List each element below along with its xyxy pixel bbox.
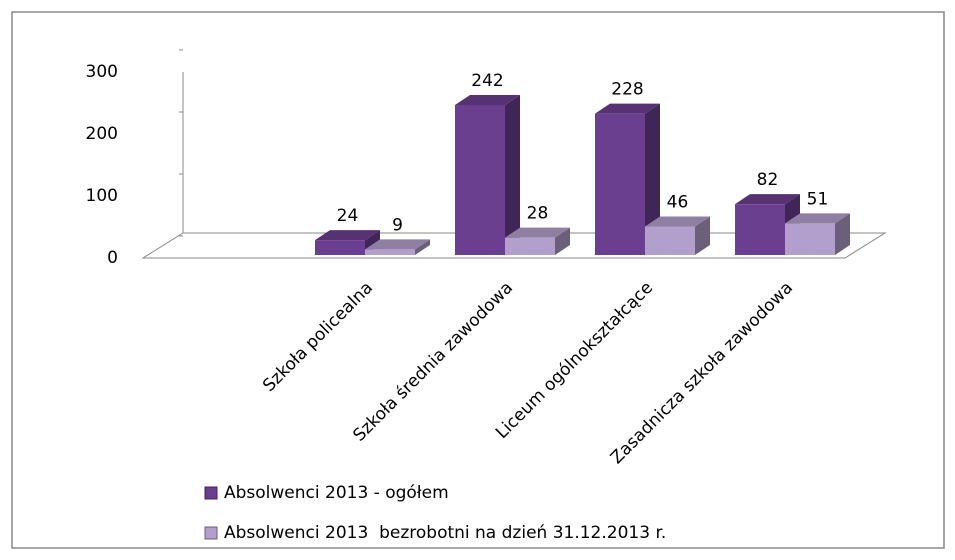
- bar: [505, 227, 570, 255]
- bar-side: [835, 213, 850, 255]
- y-tick-label: 0: [107, 248, 118, 268]
- bar-front: [455, 104, 505, 256]
- bar-front: [595, 113, 645, 255]
- value-label: 242: [471, 71, 503, 91]
- value-label: 28: [527, 204, 549, 224]
- bar-top: [785, 213, 850, 224]
- bar-front: [505, 237, 555, 255]
- bar-top: [735, 194, 800, 205]
- bar-side: [505, 94, 520, 256]
- bar: [735, 194, 800, 255]
- bar: [365, 239, 430, 255]
- bar: [645, 216, 710, 255]
- bar: [785, 213, 850, 255]
- bar: [315, 230, 380, 255]
- bar: [455, 94, 520, 256]
- bar-side: [645, 103, 660, 255]
- chart-frame: [11, 11, 945, 549]
- value-label: 24: [337, 206, 359, 226]
- bar-front: [645, 226, 695, 255]
- bar-side: [555, 227, 570, 255]
- bar-front: [315, 240, 365, 255]
- bar-front: [735, 204, 785, 255]
- bar-top: [505, 227, 570, 238]
- value-label: 46: [667, 192, 689, 212]
- value-label: 51: [807, 189, 829, 209]
- bar-side: [695, 216, 710, 255]
- y-tick-label: 100: [86, 186, 118, 206]
- bar-front: [365, 249, 415, 255]
- bar-front: [785, 223, 835, 255]
- bar-top: [365, 239, 430, 250]
- legend-label: Absolwenci 2013 - ogółem: [224, 483, 449, 503]
- y-tick-label: 300: [86, 62, 118, 82]
- value-label: 82: [757, 170, 779, 190]
- bar-top: [595, 103, 660, 114]
- value-label: 9: [392, 215, 403, 235]
- legend-swatch: [204, 526, 218, 540]
- bar-top: [645, 216, 710, 227]
- legend-label: Absolwenci 2013 bezrobotni na dzień 31.1…: [224, 523, 666, 543]
- bar: [595, 103, 660, 255]
- bar-side: [415, 239, 430, 255]
- legend-swatch: [204, 486, 218, 500]
- value-label: 228: [611, 80, 643, 100]
- y-tick-label: 200: [86, 124, 118, 144]
- bar-top: [315, 230, 380, 241]
- bar-top: [455, 94, 520, 105]
